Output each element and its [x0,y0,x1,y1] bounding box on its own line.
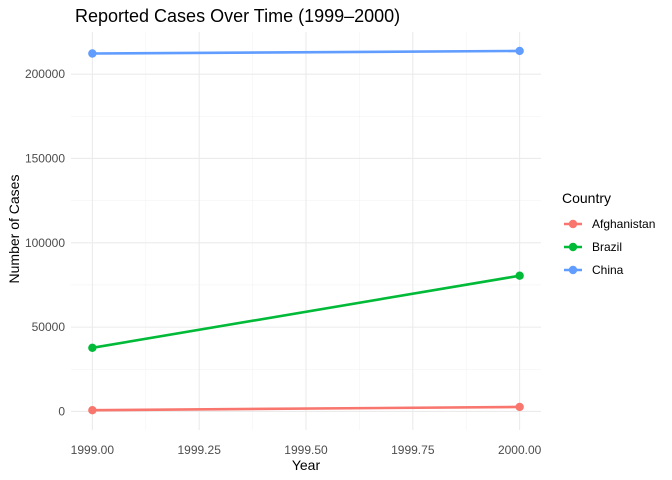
series-layer [88,46,524,415]
series-line [92,405,520,412]
x-tick-label: 1999.00 [71,443,115,457]
series-line [92,49,520,55]
y-tick-label: 50000 [32,320,66,334]
x-axis-label: Year [292,457,321,473]
legend-label: Afghanistan [592,217,655,231]
legend-label: Brazil [592,240,622,254]
data-point [515,46,524,56]
grid [71,32,541,430]
legend-key-point [568,265,578,275]
chart-title: Reported Cases Over Time (1999–2000) [75,6,400,26]
y-tick-label: 150000 [25,151,65,165]
data-point [88,49,97,58]
x-tick-label: 1999.25 [177,443,221,457]
series-line [92,274,520,350]
x-tick-label: 2000.00 [498,443,542,457]
data-point [88,405,97,415]
tick-labels: 0 50000 100000 150000 200000 1999.00 1999.25 19… [25,67,542,457]
data-point [515,402,524,412]
legend-key-point [568,242,578,252]
legend-key-point [568,219,578,229]
y-tick-label: 200000 [25,67,65,81]
legend: Country Afghanistan Brazil China [562,190,655,277]
y-axis-label: Number of Cases [6,175,22,284]
data-point [88,343,97,353]
y-tick-label: 100000 [25,236,65,250]
data-point [515,271,524,280]
y-tick-label: 0 [58,404,65,418]
legend-title: Country [562,190,611,206]
x-tick-label: 1999.50 [284,443,328,457]
legend-label: China [592,263,624,277]
x-tick-label: 1999.75 [391,443,435,457]
